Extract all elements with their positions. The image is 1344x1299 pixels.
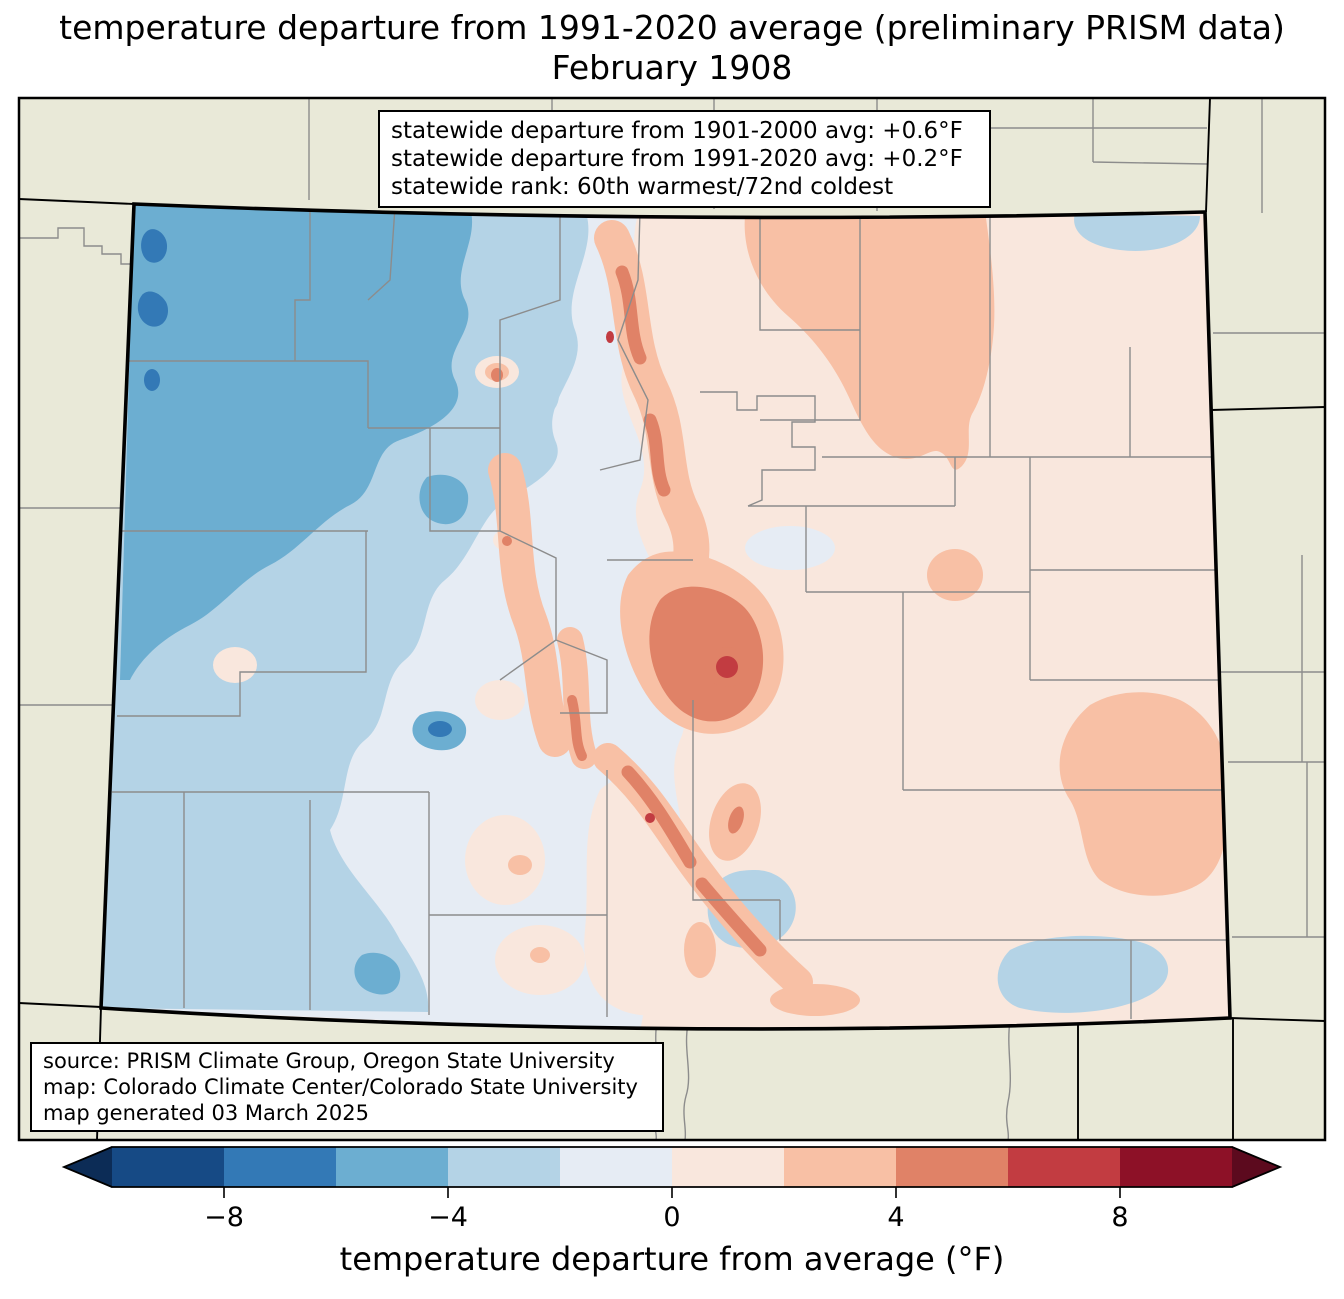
colorbar-bin [1120,1147,1232,1187]
colorbar-bin [448,1147,561,1187]
colorbar-bin [784,1147,897,1187]
map-frame [17,96,1327,1142]
title-line-1: temperature departure from 1991-2020 ave… [59,8,1285,47]
chart-title: temperature departure from 1991-2020 ave… [0,8,1344,88]
title-line-2: February 1908 [551,48,793,87]
colorbar-outline [61,1146,1283,1188]
colorbar-bin [560,1147,673,1187]
temperature-field [101,204,1230,1029]
colorbar-bin [1008,1147,1121,1187]
colorbar-under-arrow [63,1146,112,1188]
colorbar-over-arrow [1232,1146,1281,1188]
stats-line-1: statewide departure from 1901-2000 avg: … [391,118,963,144]
statewide-stats-box: statewide departure from 1901-2000 avg: … [378,110,991,208]
colorbar-tick-label: 0 [663,1202,681,1233]
colorbar-tick-label: −8 [204,1202,244,1233]
colorbar-tick-marks [223,1187,1121,1198]
source-line-3: map generated 03 March 2025 [43,1101,370,1125]
colorbar-bin [336,1147,449,1187]
colorbar-bin [112,1147,225,1187]
colorbar-tick-label: −4 [428,1202,468,1233]
colorado-county-lines [112,206,1226,1019]
colorbar-tick-label: 8 [1111,1202,1129,1233]
source-line-2: map: Colorado Climate Center/Colorado St… [43,1075,638,1099]
stats-line-3: statewide rank: 60th warmest/72nd coldes… [391,174,894,200]
source-attribution-box: source: PRISM Climate Group, Oregon Stat… [30,1042,664,1132]
source-line-1: source: PRISM Climate Group, Oregon Stat… [43,1049,615,1073]
colorbar-bin [224,1147,337,1187]
colorbar [61,1146,1283,1198]
stats-line-2: statewide departure from 1991-2020 avg: … [391,146,963,172]
colorbar-tick-label: 4 [887,1202,905,1233]
colorado-state-border [99,202,1232,1031]
colorbar-bin [896,1147,1009,1187]
colorbar-bin [672,1147,785,1187]
colorbar-axis-label: temperature departure from average (°F) [339,1240,1005,1278]
